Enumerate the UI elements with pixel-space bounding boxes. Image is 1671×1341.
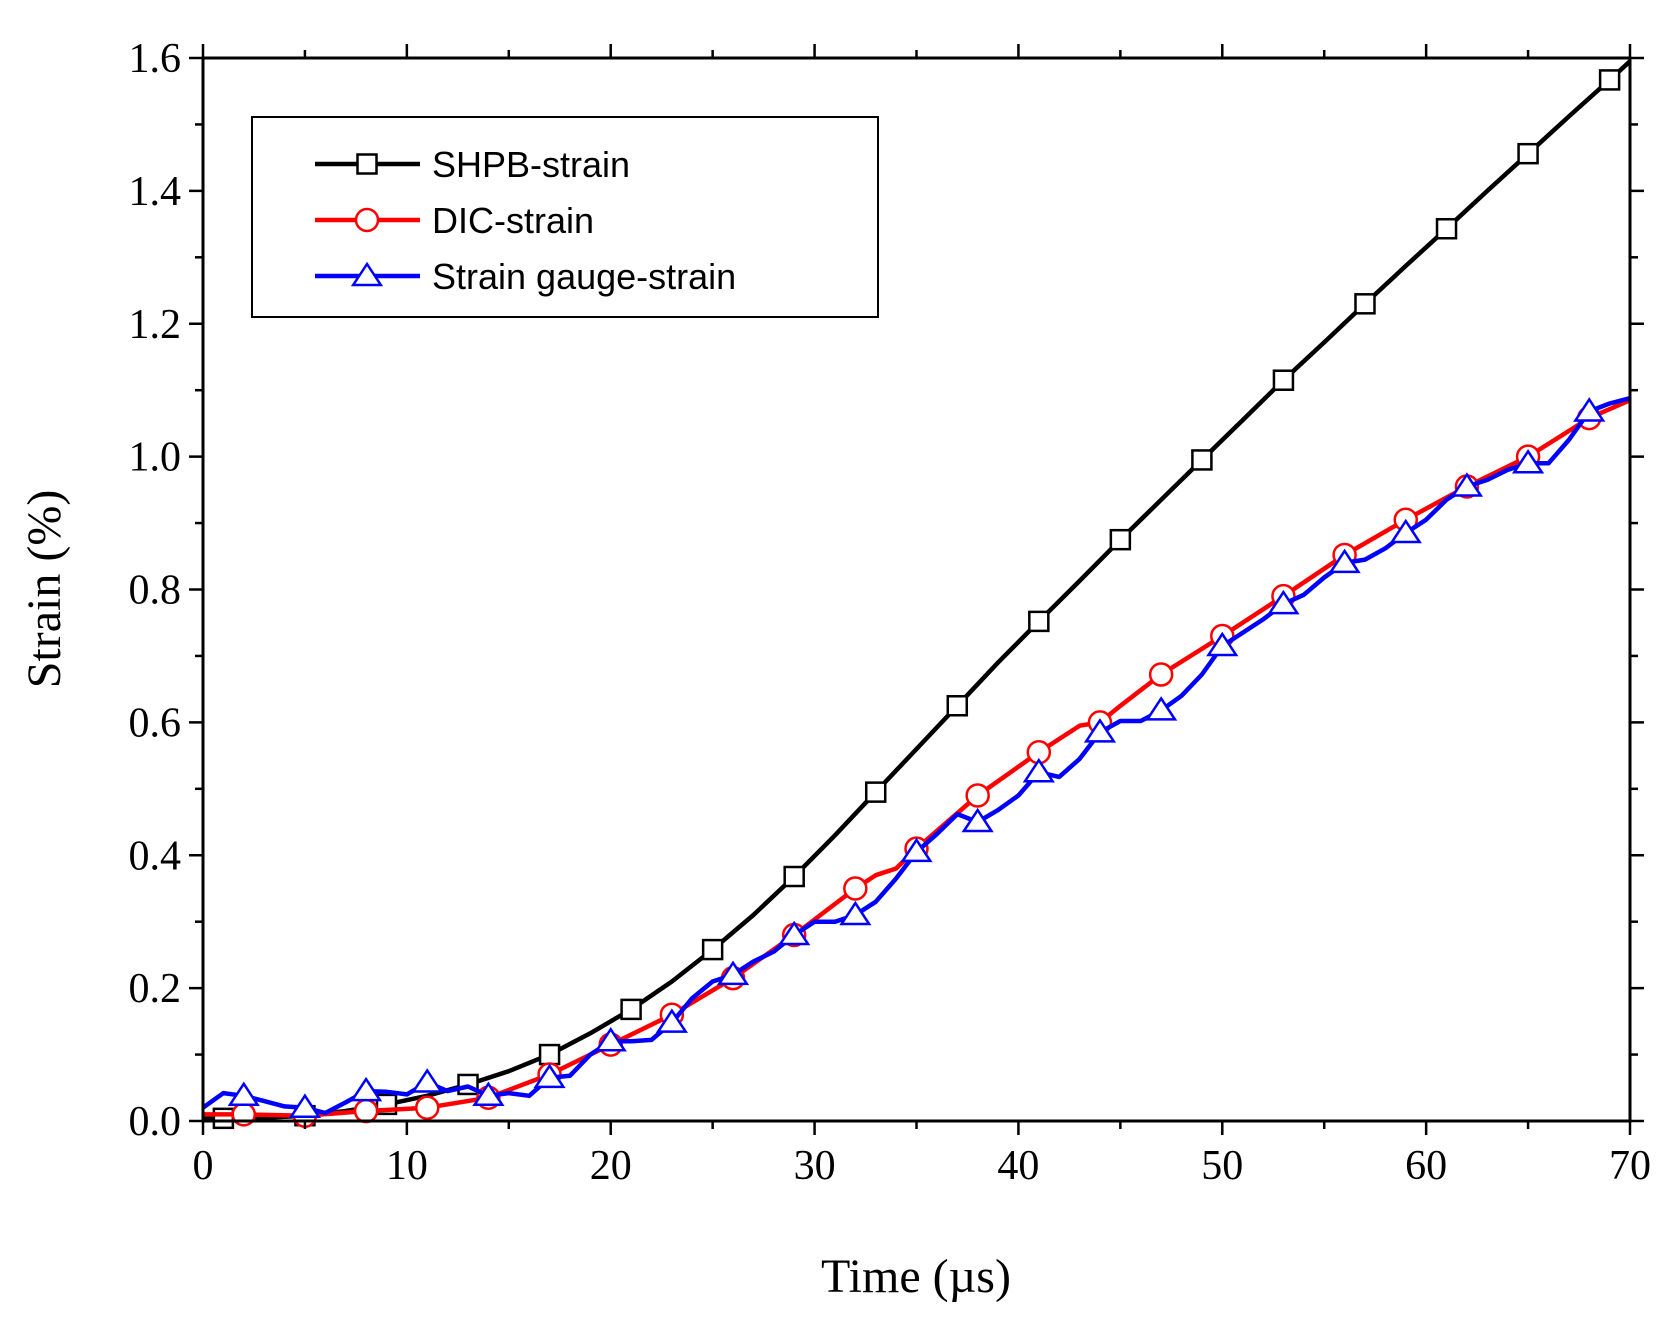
data-point: [1511, 448, 1545, 474]
x-axis-title: Time (µs): [821, 1250, 1011, 1303]
data-point: [1109, 528, 1132, 551]
y-tick-label: 1.6: [129, 36, 182, 82]
series-triangle: [201, 396, 1631, 1118]
data-point: [472, 1081, 505, 1107]
y-tick-label: 0.2: [129, 966, 182, 1012]
y-tick-label: 0.0: [129, 1099, 182, 1145]
data-point: [594, 1026, 627, 1052]
x-tick-label: 50: [1201, 1143, 1243, 1189]
data-point: [839, 900, 872, 926]
data-point: [946, 695, 969, 717]
data-point: [900, 837, 933, 863]
data-point: [411, 1068, 444, 1093]
data-point: [620, 998, 642, 1021]
data-point: [227, 1081, 260, 1107]
x-tick-label: 60: [1405, 1143, 1447, 1189]
y-tick-label: 1.4: [129, 169, 182, 215]
legend-label: DIC-strain: [432, 200, 594, 241]
data-point: [212, 1107, 235, 1130]
data-point: [533, 1063, 566, 1089]
legend-marker: [350, 261, 384, 287]
data-point: [1328, 548, 1361, 574]
data-point: [288, 1093, 322, 1118]
series-layer: [201, 59, 1632, 1130]
data-point: [1206, 631, 1239, 657]
y-tick-label: 0.6: [129, 700, 182, 746]
x-tick-label: 30: [794, 1143, 836, 1189]
data-point: [353, 1098, 379, 1124]
data-point: [1191, 449, 1213, 471]
data-point: [961, 807, 994, 833]
data-point: [1145, 696, 1178, 721]
y-tick-label: 0.4: [129, 833, 182, 879]
data-point: [1389, 518, 1422, 544]
data-point: [1148, 662, 1174, 687]
data-point: [1083, 718, 1117, 743]
y-axis-title: Strain (%): [18, 490, 71, 689]
x-tick-label: 20: [590, 1143, 632, 1189]
data-point: [778, 920, 811, 946]
x-tick-label: 0: [193, 1143, 214, 1189]
legend-label: Strain gauge-strain: [432, 256, 736, 297]
y-tick-label: 1.2: [129, 302, 182, 348]
data-point: [1435, 217, 1458, 240]
data-point: [1354, 293, 1376, 315]
data-point: [1028, 610, 1050, 633]
data-point: [1267, 589, 1300, 615]
data-point: [655, 1008, 688, 1033]
data-point: [1022, 757, 1055, 783]
x-tick-label: 70: [1609, 1143, 1651, 1189]
y-tick-label: 1.0: [129, 435, 182, 481]
data-point: [783, 865, 805, 888]
data-point: [716, 960, 750, 986]
legend: SHPB-strain DIC-strain Strain gauge-strain: [251, 116, 879, 318]
legend-marker: [354, 207, 380, 233]
legend-label: SHPB-strain: [432, 144, 630, 185]
data-point: [1598, 69, 1621, 91]
data-point: [843, 876, 868, 901]
tick-labels-layer: 0 10 20 30 40 50 60 70 0.0 0.2 0.4 0.6 0.8 1.0 1.2 1.4 1…: [129, 36, 1652, 1189]
data-point: [1272, 369, 1295, 391]
data-point: [965, 783, 990, 808]
y-tick-label: 0.8: [129, 568, 182, 614]
ticks-layer: [189, 44, 1644, 1135]
data-point: [1450, 472, 1484, 497]
data-point: [414, 1095, 440, 1120]
data-point: [1573, 397, 1606, 422]
x-tick-label: 10: [386, 1143, 428, 1189]
data-point: [701, 938, 724, 961]
data-point: [1517, 142, 1539, 165]
x-tick-label: 40: [997, 1143, 1039, 1189]
data-point: [349, 1076, 383, 1102]
data-point: [538, 1043, 561, 1066]
legend-marker: [356, 153, 378, 175]
data-point: [864, 781, 887, 803]
